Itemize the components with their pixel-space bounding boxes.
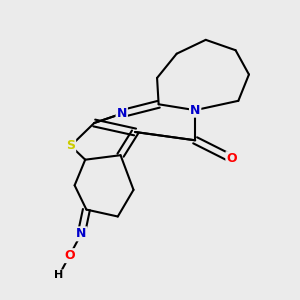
Text: S: S <box>66 139 75 152</box>
Text: H: H <box>54 270 64 280</box>
Text: N: N <box>116 107 127 120</box>
Text: O: O <box>226 152 237 165</box>
Text: N: N <box>190 104 200 117</box>
Text: O: O <box>64 249 75 262</box>
Text: N: N <box>76 227 86 240</box>
